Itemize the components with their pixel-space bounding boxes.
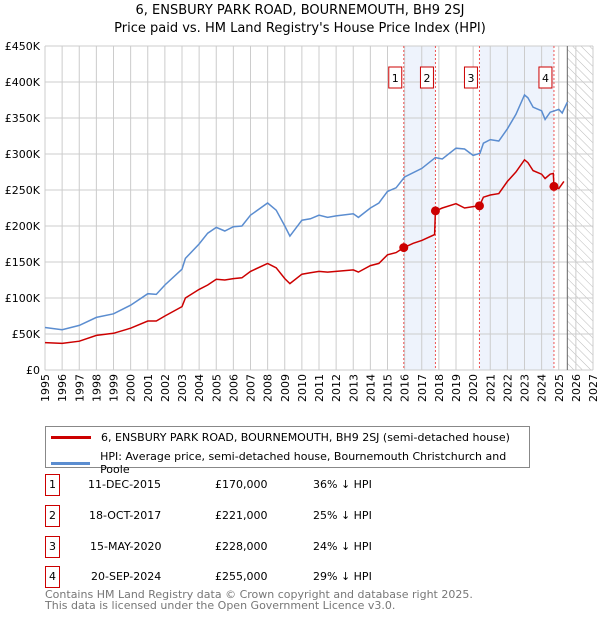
x-tick-label: 2024 [536,374,549,402]
x-tick-label: 2027 [587,374,600,402]
y-tick-label: £100K [5,292,41,305]
marker-box [538,66,553,89]
price-chart: 1995 1996 1997 1998 1999 2000 2001 2002 2003 2004… [5,40,600,402]
row-hpi: 25% ↓ HPI [313,509,372,522]
legend-swatch-hpi [51,461,91,465]
x-tick-label: 2019 [450,374,463,402]
y-tick-label: £0 [26,364,40,377]
legend-label-hpi: HPI: Average price, semi-detached house,… [100,450,507,476]
marker-label: 1 [392,72,399,85]
x-tick-label: 1998 [90,374,103,402]
title-line1: 6, ENSBURY PARK ROAD, BOURNEMOUTH, BH9 2… [135,3,465,18]
marker-box [463,66,478,89]
x-tick-label: 1997 [73,374,86,402]
x-tick-label: 2013 [347,374,360,402]
row-date: 20-SEP-2024 [91,570,162,583]
row-price: £170,000 [215,478,268,491]
x-tick-label: 2008 [262,374,275,402]
y-tick-label: £150K [5,256,41,269]
x-tick-label: 2003 [176,374,189,402]
legend: 6, ENSBURY PARK ROAD, BOURNEMOUTH, BH9 2… [45,426,530,476]
footer-line1: Contains HM Land Registry data © Crown c… [45,588,473,601]
y-tick-label: £200K [5,220,41,233]
x-tick-label: 2009 [279,374,292,402]
x-tick-label: 2004 [193,374,206,402]
marker-box [419,66,434,89]
y-tick-label: £400K [5,76,41,89]
y-tick-label: £250K [5,184,41,197]
x-tick-label: 2002 [159,374,172,402]
forecast-hatch [567,46,593,370]
sale-point [399,243,409,253]
x-tick-label: 2026 [570,374,583,402]
x-tick-label: 2005 [210,374,223,402]
x-tick-label: 2021 [484,374,497,402]
y-tick-label: £450K [5,40,41,53]
x-tick-label: 1995 [39,374,52,402]
row-price: £255,000 [215,570,268,583]
marker-label: 2 [423,72,430,85]
x-tick-label: 2025 [553,374,566,402]
x-tick-label: 2023 [519,374,532,402]
legend-label-property: 6, ENSBURY PARK ROAD, BOURNEMOUTH, BH9 2… [101,431,510,444]
x-tick-label: 2018 [433,374,446,402]
row-number: 3 [45,536,60,558]
row-hpi: 29% ↓ HPI [313,570,372,583]
x-tick-label: 2015 [382,374,395,402]
x-tick-label: 2010 [296,374,309,402]
y-tick-label: £50K [12,328,41,341]
x-tick-label: 2006 [227,374,240,402]
x-tick-label: 2007 [245,374,258,402]
x-tick-label: 2016 [399,374,412,402]
x-tick-label: 2012 [330,374,343,402]
sale-point [474,201,484,211]
row-hpi: 36% ↓ HPI [313,478,372,491]
shaded-region [403,46,436,370]
footer-line2: This data is licensed under the Open Gov… [45,599,396,612]
property-price-line [44,158,565,345]
footer: Contains HM Land Registry data © Crown c… [45,589,473,611]
sale-point [549,181,559,191]
row-hpi: 24% ↓ HPI [313,540,372,553]
x-tick-label: 1996 [56,374,69,402]
row-price: £228,000 [215,540,268,553]
x-tick-label: 2014 [364,374,377,402]
marker-box [388,66,403,89]
x-tick-label: 2011 [313,374,326,402]
row-number: 1 [45,474,60,496]
legend-swatch-property [51,436,91,439]
chart-title: 6, ENSBURY PARK ROAD, BOURNEMOUTH, BH9 2… [0,2,600,38]
title-line2: Price paid vs. HM Land Registry's House … [114,21,486,36]
marker-label: 4 [542,72,549,85]
x-tick-label: 2001 [142,374,155,402]
row-price: £221,000 [215,509,268,522]
row-date: 11-DEC-2015 [88,478,162,491]
x-tick-label: 2017 [416,374,429,402]
x-tick-label: 2022 [501,374,514,402]
row-number: 2 [45,505,60,527]
row-date: 18-OCT-2017 [89,509,162,522]
marker-label: 3 [467,72,474,85]
x-tick-label: 2000 [125,374,138,402]
row-number: 4 [45,566,60,588]
y-tick-label: £350K [5,112,41,125]
sale-point [430,206,440,216]
x-tick-label: 2020 [467,374,480,402]
y-tick-label: £300K [5,148,41,161]
hpi-line [44,93,568,331]
x-tick-label: 1999 [108,374,121,402]
row-date: 15-MAY-2020 [90,540,162,553]
